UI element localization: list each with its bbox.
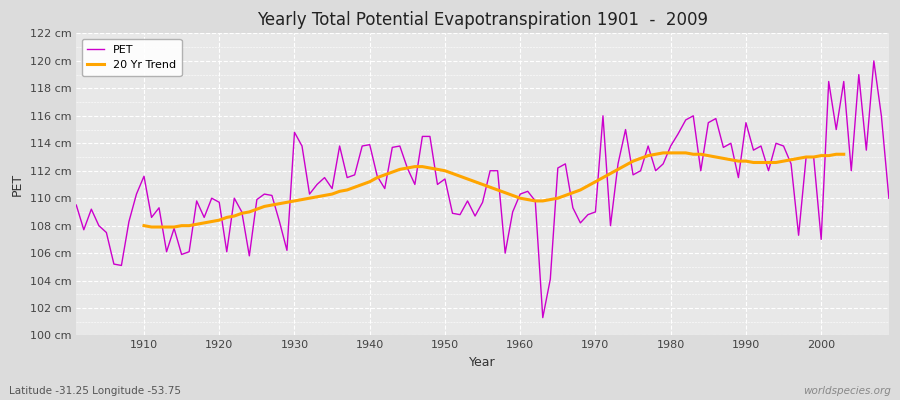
PET bbox=[868, 58, 879, 63]
Line: 20 Yr Trend: 20 Yr Trend bbox=[144, 153, 843, 227]
20 Yr Trend bbox=[327, 192, 338, 196]
PET bbox=[537, 315, 548, 320]
PET bbox=[508, 210, 518, 214]
PET bbox=[884, 196, 895, 200]
20 Yr Trend bbox=[266, 203, 277, 208]
Legend: PET, 20 Yr Trend: PET, 20 Yr Trend bbox=[82, 39, 182, 76]
20 Yr Trend bbox=[439, 168, 450, 173]
Line: PET: PET bbox=[76, 61, 889, 318]
X-axis label: Year: Year bbox=[469, 356, 496, 369]
20 Yr Trend bbox=[838, 152, 849, 157]
20 Yr Trend bbox=[680, 150, 691, 155]
20 Yr Trend bbox=[417, 164, 428, 169]
20 Yr Trend bbox=[139, 223, 149, 228]
Text: worldspecies.org: worldspecies.org bbox=[803, 386, 891, 396]
Text: Latitude -31.25 Longitude -53.75: Latitude -31.25 Longitude -53.75 bbox=[9, 386, 181, 396]
20 Yr Trend bbox=[658, 150, 669, 155]
PET bbox=[131, 192, 142, 196]
PET bbox=[515, 192, 526, 196]
PET bbox=[342, 175, 353, 180]
20 Yr Trend bbox=[568, 190, 579, 195]
PET bbox=[297, 144, 308, 148]
Y-axis label: PET: PET bbox=[11, 173, 24, 196]
Title: Yearly Total Potential Evapotranspiration 1901  -  2009: Yearly Total Potential Evapotranspiratio… bbox=[257, 11, 708, 29]
PET bbox=[71, 203, 82, 208]
20 Yr Trend bbox=[146, 225, 157, 230]
PET bbox=[613, 162, 624, 166]
